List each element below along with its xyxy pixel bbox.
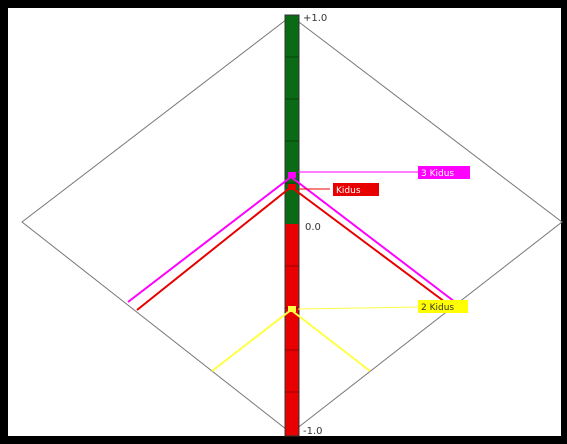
marker-chevron-magenta [127,171,456,303]
scale-negative-segment [285,224,299,436]
marker-label-red: Kidus [333,183,379,196]
marker-label-yellow: 2 Kidus [418,300,468,313]
marker-label-red-text: Kidus [336,186,361,196]
scale-ticks [285,56,299,393]
marker-label-yellow-text: 2 Kidus [421,303,454,313]
scale-bottom-label: -1.0 [303,426,323,437]
scale-bar-outline [284,14,300,437]
marker-chevron-red [136,184,446,311]
marker-chevron-yellow [211,306,419,372]
marker-label-magenta-text: 3 Kidus [421,169,454,179]
scale-positive-segment [285,15,299,224]
scale-middle-label: 0.0 [305,222,321,233]
marker-label-magenta: 3 Kidus [418,166,470,179]
scale-top-label: +1.0 [303,13,327,24]
